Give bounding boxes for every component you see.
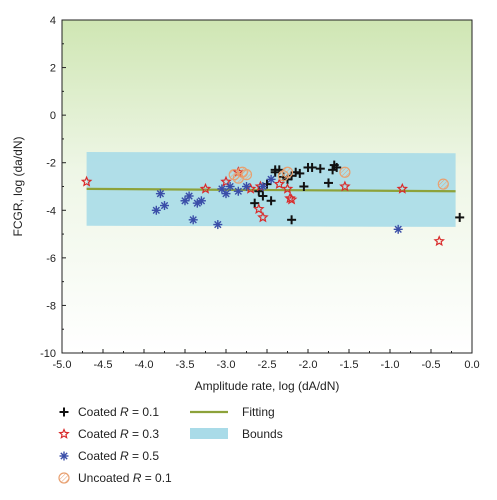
data-point-asterisk [225,182,235,191]
legend-item: Fitting [190,405,275,419]
y-tick-label: -10 [40,348,56,360]
data-point-plus [258,191,268,201]
x-tick-label: -1.0 [381,359,400,371]
x-tick-label: -3.0 [217,359,236,371]
legend: Coated R = 0.1 Coated R = 0.3 Coated R = 0… [58,405,283,485]
data-point-star [339,180,351,192]
data-point-star [281,182,294,194]
legend-label: Fitting [242,405,275,419]
x-tick-label: -4.0 [135,359,154,371]
y-tick-label: 0 [50,110,56,122]
x-tick-label: -1.5 [340,359,359,371]
y-tick-label: -4 [46,205,56,217]
legend-label: Bounds [242,427,283,441]
y-tick-label: 2 [50,63,56,75]
x-tick-label: -5.0 [53,359,72,371]
data-point-asterisk [196,196,206,206]
y-axis-label: FCGR, log (da/dN) [11,136,25,236]
data-point-star [285,193,298,205]
data-point-plus [299,182,309,191]
data-point-star [273,178,286,190]
legend-item: Coated R = 0.5 [59,449,159,463]
data-point-asterisk [258,182,268,191]
data-point-plus [315,164,325,174]
data-point-asterisk [233,186,243,196]
fitting-line [86,187,456,193]
series-star [80,166,445,247]
data-point-hatched-circle [240,169,253,181]
data-point-plus [295,168,305,178]
data-point-asterisk [160,201,169,211]
x-tick-label: -2.5 [258,359,277,371]
data-point-asterisk [213,220,223,230]
legend-item: Uncoated R = 0.1 [58,471,172,485]
data-point-star [433,235,445,247]
x-tick-label: -2.0 [299,359,318,371]
y-tick-label: 4 [50,15,56,27]
legend-label: Coated R = 0.1 [78,405,159,419]
data-point-asterisk [242,182,251,191]
legend-item: Coated R = 0.1 [59,405,159,419]
legend-bounds-swatch [190,428,228,439]
data-point-plus [332,162,342,172]
data-point-plus [287,215,297,225]
data-point-star [220,175,232,187]
data-point-plus [455,212,465,222]
data-point-star [80,175,93,187]
chart-marks [80,160,465,247]
data-point-plus [324,178,333,188]
y-tick-label: -2 [46,158,56,170]
data-point-plus [307,162,317,172]
data-point-plus [250,198,260,208]
legend-label: Coated R = 0.5 [78,449,159,463]
data-point-hatched-circle [281,166,294,178]
legend-label: Coated R = 0.3 [78,427,159,441]
data-point-hatched-circle [437,178,449,190]
legend-label: Uncoated R = 0.1 [78,471,172,485]
data-point-asterisk [151,205,161,215]
x-tick-label: 0.0 [464,359,479,371]
legend-item: Bounds [190,427,283,441]
data-point-hatched-circle [339,166,351,178]
x-tick-label: -0.5 [422,359,441,371]
y-tick-label: -6 [46,253,56,265]
data-point-asterisk [184,191,194,201]
x-tick-label: -4.5 [94,359,113,371]
data-point-asterisk [393,224,403,234]
series-hatched-circle [228,166,449,190]
data-point-asterisk [155,189,165,199]
x-axis-label: Amplitude rate, log (dA/dN) [195,379,340,393]
data-point-star [253,203,265,215]
axes: -5.0 -4.5 -4.0 -3.5 -3.0 -2.5 -2.0 -1.5 -1.0 -0.5… [40,15,480,371]
data-point-star [257,211,269,223]
series-asterisk [151,174,403,234]
data-point-star [396,182,409,194]
y-tick-label: -8 [46,300,56,312]
data-point-star [199,182,212,194]
data-point-plus [266,196,276,206]
data-point-plus [270,165,280,175]
legend-item: Coated R = 0.3 [58,427,159,441]
data-point-asterisk [188,215,198,225]
data-point-asterisk [266,174,276,184]
data-point-asterisk [221,189,231,199]
x-tick-label: -3.5 [176,359,195,371]
